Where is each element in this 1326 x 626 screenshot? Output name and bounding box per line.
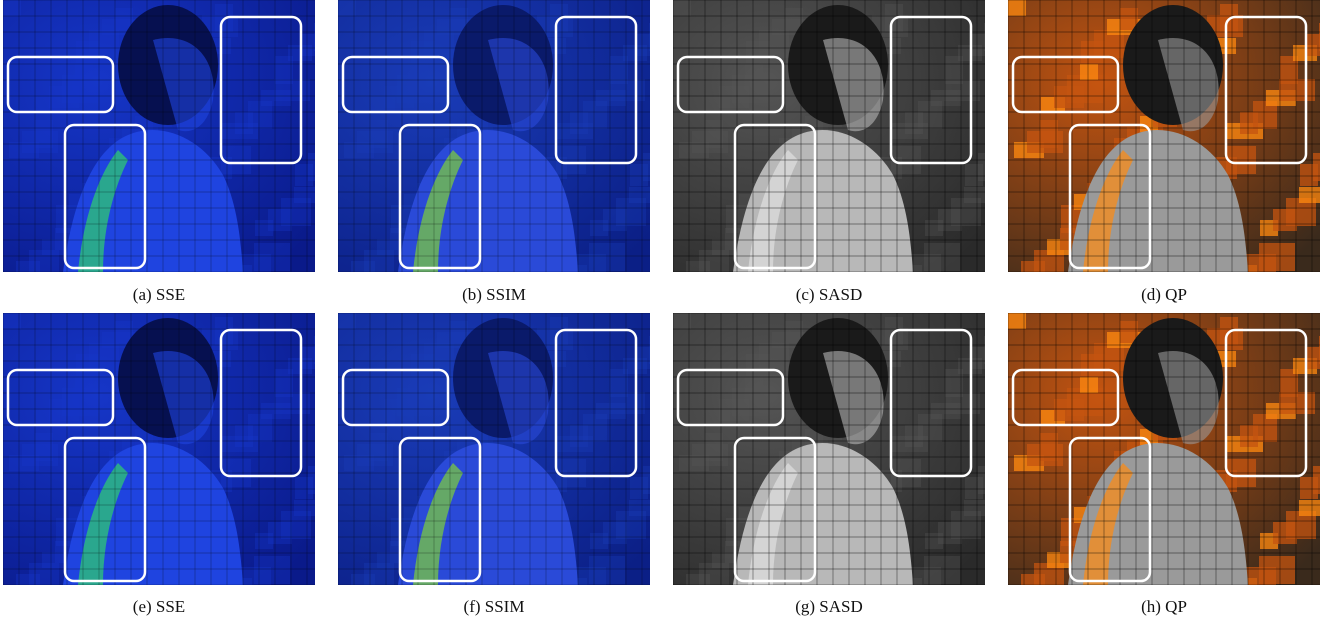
result-image: [673, 313, 985, 585]
texture-block: [338, 0, 356, 16]
texture-block: [978, 466, 985, 494]
texture-block: [410, 64, 428, 80]
texture-block: [649, 23, 650, 51]
caption: (d) QP: [1008, 285, 1320, 305]
texture-block: [1080, 377, 1098, 393]
texture-block: [944, 392, 980, 414]
texture-block: [1008, 313, 1026, 329]
texture-block: [971, 34, 985, 56]
texture-block: [75, 64, 93, 80]
result-image: [3, 0, 315, 272]
result-image: [338, 0, 650, 272]
texture-block: [294, 500, 315, 516]
texture-block: [308, 153, 315, 181]
texture-block: [964, 500, 985, 516]
caption: (e) SSE: [3, 597, 315, 617]
texture-block: [673, 313, 691, 329]
texture-block: [745, 64, 763, 80]
texture-block: [1306, 347, 1320, 369]
texture-block: [410, 377, 428, 393]
texture-block: [971, 347, 985, 369]
texture-block: [75, 377, 93, 393]
texture-block: [589, 556, 625, 584]
texture-block: [609, 392, 645, 414]
texture-block: [274, 79, 310, 101]
texture-block: [629, 187, 650, 203]
texture-block: [636, 347, 650, 369]
texture-block: [1299, 500, 1320, 516]
texture-block: [314, 336, 315, 364]
texture-block: [338, 313, 356, 329]
texture-block: [924, 556, 960, 584]
texture-block: [254, 243, 290, 271]
texture-block: [1299, 187, 1320, 203]
result-image: [673, 0, 985, 272]
texture-block: [294, 187, 315, 203]
result-image: [1008, 0, 1320, 272]
texture-block: [1319, 336, 1320, 364]
texture-block: [589, 243, 625, 271]
texture-block: [673, 0, 691, 16]
texture-block: [1008, 0, 1026, 16]
texture-block: [609, 79, 645, 101]
texture-block: [274, 392, 310, 414]
texture-block: [1313, 153, 1320, 181]
texture-block: [745, 377, 763, 393]
result-image: [338, 313, 650, 585]
result-image: [1008, 313, 1320, 585]
texture-block: [924, 243, 960, 271]
texture-block: [1306, 34, 1320, 56]
texture-block: [964, 187, 985, 203]
texture-block: [984, 336, 985, 364]
caption: (f) SSIM: [338, 597, 650, 617]
texture-block: [1259, 556, 1295, 584]
texture-block: [301, 34, 315, 56]
texture-block: [3, 0, 21, 16]
texture-block: [636, 34, 650, 56]
texture-block: [649, 336, 650, 364]
texture-block: [1319, 23, 1320, 51]
texture-block: [1313, 466, 1320, 494]
caption: (h) QP: [1008, 597, 1320, 617]
caption: (a) SSE: [3, 285, 315, 305]
figure: (a) SSE (b) SSIM (c) SASD (d) QP (e) SSE (f) …: [0, 0, 1326, 626]
texture-block: [254, 556, 290, 584]
texture-block: [984, 23, 985, 51]
texture-block: [314, 23, 315, 51]
texture-block: [944, 79, 980, 101]
texture-block: [1080, 64, 1098, 80]
texture-block: [308, 466, 315, 494]
caption: (c) SASD: [673, 285, 985, 305]
texture-block: [3, 313, 21, 329]
texture-block: [301, 347, 315, 369]
result-image: [3, 313, 315, 585]
texture-block: [1279, 392, 1315, 414]
texture-block: [978, 153, 985, 181]
texture-block: [1279, 79, 1315, 101]
texture-block: [643, 153, 650, 181]
texture-block: [1259, 243, 1295, 271]
caption: (b) SSIM: [338, 285, 650, 305]
caption: (g) SASD: [673, 597, 985, 617]
texture-block: [643, 466, 650, 494]
texture-block: [629, 500, 650, 516]
